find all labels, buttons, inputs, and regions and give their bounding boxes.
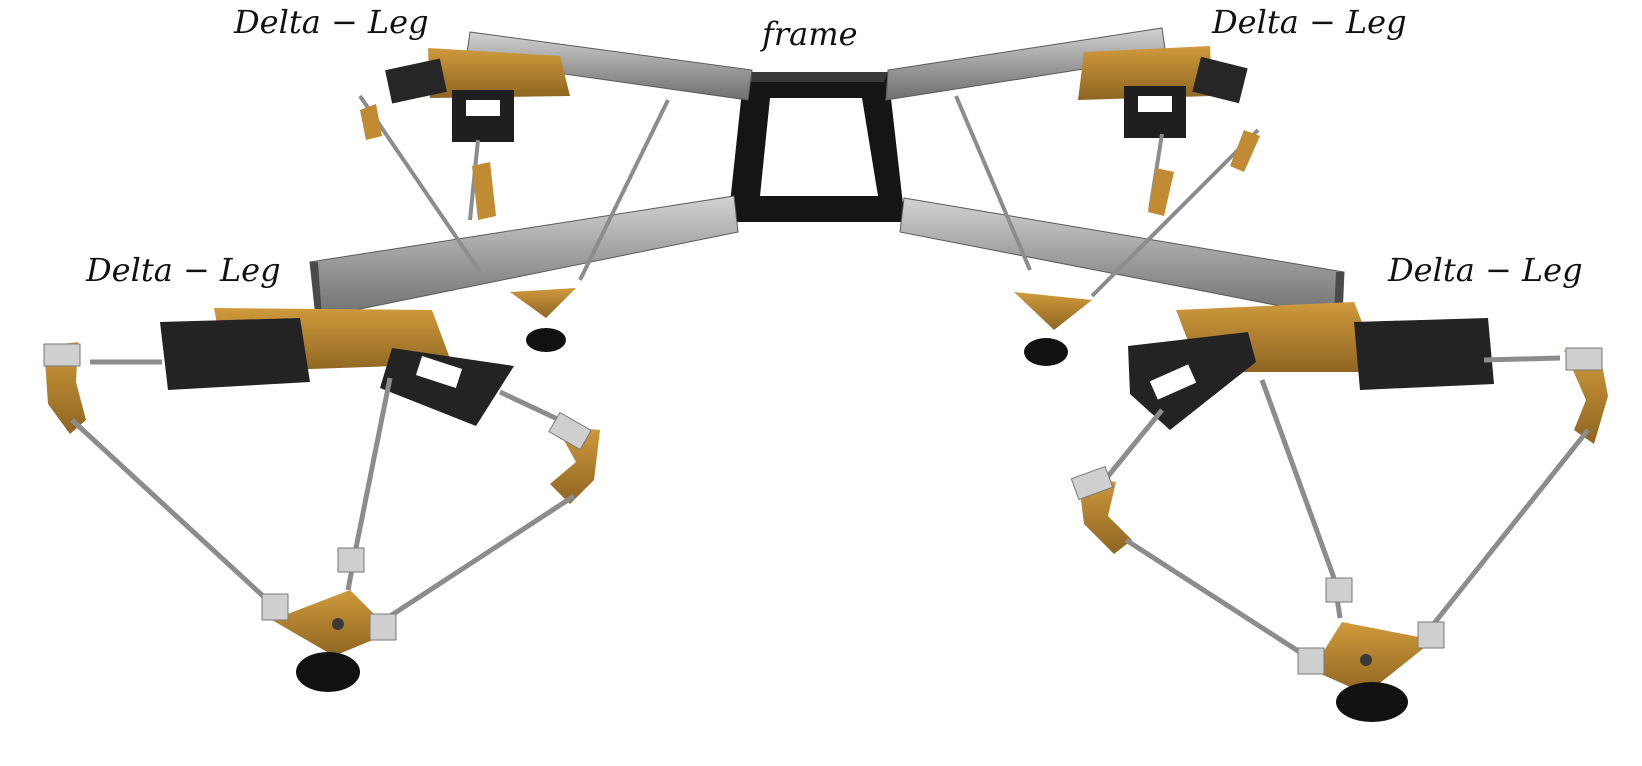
delta-leg-label-top-left: Delta − Leg: [234, 3, 429, 41]
delta-leg-label-bottom-left: Delta − Leg: [86, 251, 281, 289]
delta-leg-bottom-left: [43, 308, 600, 692]
delta-leg-top-right: [954, 46, 1260, 366]
beam-bottom-right: [899, 197, 1345, 319]
frame-label: frame: [762, 15, 858, 53]
central-frame: [728, 72, 905, 222]
beam-bottom-left: [309, 195, 739, 319]
delta-leg-bottom-right: [1070, 302, 1608, 722]
delta-leg-label-bottom-right: Delta − Leg: [1388, 251, 1583, 289]
delta-leg-label-top-right: Delta − Leg: [1212, 3, 1407, 41]
delta-leg-top-left: [358, 48, 670, 352]
